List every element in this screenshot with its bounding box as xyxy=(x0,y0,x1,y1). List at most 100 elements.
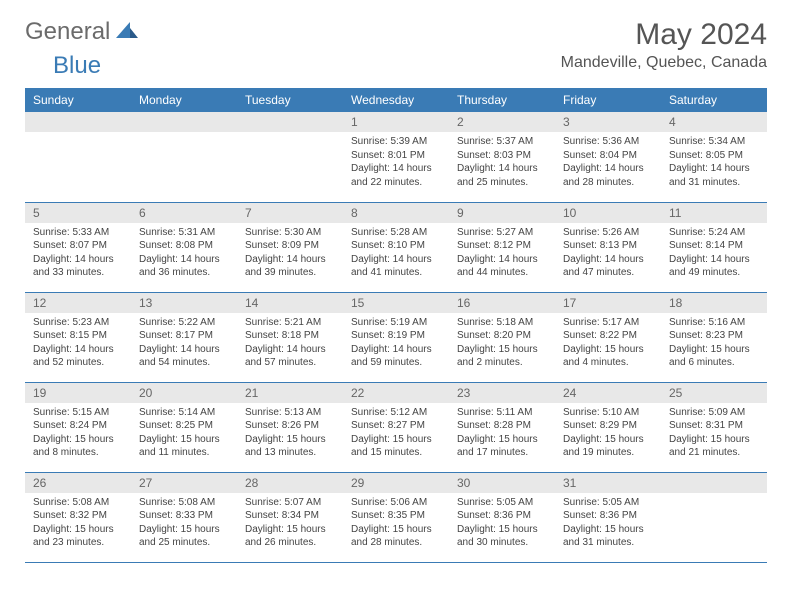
sunrise-text: Sunrise: 5:08 AM xyxy=(33,496,123,510)
sunset-text: Sunset: 8:35 PM xyxy=(351,509,441,523)
day-number: 8 xyxy=(343,203,449,223)
weekday-wednesday: Wednesday xyxy=(343,88,449,112)
day-number: 19 xyxy=(25,383,131,403)
sunset-text: Sunset: 8:19 PM xyxy=(351,329,441,343)
day-content: Sunrise: 5:33 AMSunset: 8:07 PMDaylight:… xyxy=(25,223,131,286)
weekday-sunday: Sunday xyxy=(25,88,131,112)
calendar-row: 1Sunrise: 5:39 AMSunset: 8:01 PMDaylight… xyxy=(25,112,767,202)
sunset-text: Sunset: 8:01 PM xyxy=(351,149,441,163)
daylight-text: Daylight: 14 hours and 44 minutes. xyxy=(457,253,547,280)
sunrise-text: Sunrise: 5:10 AM xyxy=(563,406,653,420)
sunset-text: Sunset: 8:04 PM xyxy=(563,149,653,163)
daylight-text: Daylight: 14 hours and 47 minutes. xyxy=(563,253,653,280)
day-number: 5 xyxy=(25,203,131,223)
day-number: 22 xyxy=(343,383,449,403)
day-number: 4 xyxy=(661,112,767,132)
day-content: Sunrise: 5:16 AMSunset: 8:23 PMDaylight:… xyxy=(661,313,767,376)
day-number: 21 xyxy=(237,383,343,403)
calendar-cell: 29Sunrise: 5:06 AMSunset: 8:35 PMDayligh… xyxy=(343,472,449,562)
sunrise-text: Sunrise: 5:31 AM xyxy=(139,226,229,240)
day-number: 6 xyxy=(131,203,237,223)
sunset-text: Sunset: 8:31 PM xyxy=(669,419,759,433)
weekday-saturday: Saturday xyxy=(661,88,767,112)
calendar-cell: 10Sunrise: 5:26 AMSunset: 8:13 PMDayligh… xyxy=(555,202,661,292)
calendar-cell: 11Sunrise: 5:24 AMSunset: 8:14 PMDayligh… xyxy=(661,202,767,292)
day-number: 12 xyxy=(25,293,131,313)
calendar-cell: 25Sunrise: 5:09 AMSunset: 8:31 PMDayligh… xyxy=(661,382,767,472)
sunrise-text: Sunrise: 5:09 AM xyxy=(669,406,759,420)
daylight-text: Daylight: 14 hours and 59 minutes. xyxy=(351,343,441,370)
day-number: 7 xyxy=(237,203,343,223)
sunrise-text: Sunrise: 5:13 AM xyxy=(245,406,335,420)
sunset-text: Sunset: 8:10 PM xyxy=(351,239,441,253)
sunrise-text: Sunrise: 5:22 AM xyxy=(139,316,229,330)
daylight-text: Daylight: 14 hours and 52 minutes. xyxy=(33,343,123,370)
calendar-cell: 3Sunrise: 5:36 AMSunset: 8:04 PMDaylight… xyxy=(555,112,661,202)
logo-triangle-icon xyxy=(116,22,138,43)
day-content: Sunrise: 5:17 AMSunset: 8:22 PMDaylight:… xyxy=(555,313,661,376)
calendar-cell: 21Sunrise: 5:13 AMSunset: 8:26 PMDayligh… xyxy=(237,382,343,472)
day-content: Sunrise: 5:23 AMSunset: 8:15 PMDaylight:… xyxy=(25,313,131,376)
day-number: 27 xyxy=(131,473,237,493)
sunset-text: Sunset: 8:26 PM xyxy=(245,419,335,433)
day-number: 23 xyxy=(449,383,555,403)
sunrise-text: Sunrise: 5:06 AM xyxy=(351,496,441,510)
daylight-text: Daylight: 14 hours and 31 minutes. xyxy=(669,162,759,189)
day-content: Sunrise: 5:08 AMSunset: 8:32 PMDaylight:… xyxy=(25,493,131,556)
day-content: Sunrise: 5:26 AMSunset: 8:13 PMDaylight:… xyxy=(555,223,661,286)
calendar-cell: 30Sunrise: 5:05 AMSunset: 8:36 PMDayligh… xyxy=(449,472,555,562)
sunset-text: Sunset: 8:12 PM xyxy=(457,239,547,253)
daylight-text: Daylight: 15 hours and 25 minutes. xyxy=(139,523,229,550)
sunrise-text: Sunrise: 5:34 AM xyxy=(669,135,759,149)
sunrise-text: Sunrise: 5:08 AM xyxy=(139,496,229,510)
day-content: Sunrise: 5:39 AMSunset: 8:01 PMDaylight:… xyxy=(343,132,449,195)
daylight-text: Daylight: 14 hours and 39 minutes. xyxy=(245,253,335,280)
day-number: 20 xyxy=(131,383,237,403)
location: Mandeville, Quebec, Canada xyxy=(561,54,767,72)
day-number: 31 xyxy=(555,473,661,493)
day-number: 28 xyxy=(237,473,343,493)
day-content: Sunrise: 5:07 AMSunset: 8:34 PMDaylight:… xyxy=(237,493,343,556)
calendar-cell: 9Sunrise: 5:27 AMSunset: 8:12 PMDaylight… xyxy=(449,202,555,292)
sunset-text: Sunset: 8:23 PM xyxy=(669,329,759,343)
daylight-text: Daylight: 15 hours and 26 minutes. xyxy=(245,523,335,550)
day-number: 3 xyxy=(555,112,661,132)
sunrise-text: Sunrise: 5:37 AM xyxy=(457,135,547,149)
calendar-cell xyxy=(25,112,131,202)
sunrise-text: Sunrise: 5:12 AM xyxy=(351,406,441,420)
weekday-friday: Friday xyxy=(555,88,661,112)
sunrise-text: Sunrise: 5:30 AM xyxy=(245,226,335,240)
sunset-text: Sunset: 8:24 PM xyxy=(33,419,123,433)
calendar-cell: 16Sunrise: 5:18 AMSunset: 8:20 PMDayligh… xyxy=(449,292,555,382)
sunrise-text: Sunrise: 5:39 AM xyxy=(351,135,441,149)
daylight-text: Daylight: 14 hours and 36 minutes. xyxy=(139,253,229,280)
daylight-text: Daylight: 15 hours and 30 minutes. xyxy=(457,523,547,550)
day-content: Sunrise: 5:36 AMSunset: 8:04 PMDaylight:… xyxy=(555,132,661,195)
sunrise-text: Sunrise: 5:16 AM xyxy=(669,316,759,330)
calendar-cell: 18Sunrise: 5:16 AMSunset: 8:23 PMDayligh… xyxy=(661,292,767,382)
day-content: Sunrise: 5:37 AMSunset: 8:03 PMDaylight:… xyxy=(449,132,555,195)
daylight-text: Daylight: 15 hours and 11 minutes. xyxy=(139,433,229,460)
weekday-thursday: Thursday xyxy=(449,88,555,112)
day-content: Sunrise: 5:18 AMSunset: 8:20 PMDaylight:… xyxy=(449,313,555,376)
sunrise-text: Sunrise: 5:05 AM xyxy=(563,496,653,510)
logo-text-general: General xyxy=(25,18,110,46)
sunrise-text: Sunrise: 5:11 AM xyxy=(457,406,547,420)
calendar-cell: 26Sunrise: 5:08 AMSunset: 8:32 PMDayligh… xyxy=(25,472,131,562)
day-content: Sunrise: 5:15 AMSunset: 8:24 PMDaylight:… xyxy=(25,403,131,466)
day-content: Sunrise: 5:21 AMSunset: 8:18 PMDaylight:… xyxy=(237,313,343,376)
daylight-text: Daylight: 14 hours and 28 minutes. xyxy=(563,162,653,189)
calendar-cell: 28Sunrise: 5:07 AMSunset: 8:34 PMDayligh… xyxy=(237,472,343,562)
month-title: May 2024 xyxy=(561,18,767,52)
daylight-text: Daylight: 14 hours and 49 minutes. xyxy=(669,253,759,280)
day-number: 16 xyxy=(449,293,555,313)
sunset-text: Sunset: 8:17 PM xyxy=(139,329,229,343)
day-number: 9 xyxy=(449,203,555,223)
day-content: Sunrise: 5:22 AMSunset: 8:17 PMDaylight:… xyxy=(131,313,237,376)
day-number: 11 xyxy=(661,203,767,223)
sunrise-text: Sunrise: 5:05 AM xyxy=(457,496,547,510)
day-content: Sunrise: 5:05 AMSunset: 8:36 PMDaylight:… xyxy=(555,493,661,556)
sunset-text: Sunset: 8:08 PM xyxy=(139,239,229,253)
calendar-cell: 27Sunrise: 5:08 AMSunset: 8:33 PMDayligh… xyxy=(131,472,237,562)
calendar-row: 19Sunrise: 5:15 AMSunset: 8:24 PMDayligh… xyxy=(25,382,767,472)
